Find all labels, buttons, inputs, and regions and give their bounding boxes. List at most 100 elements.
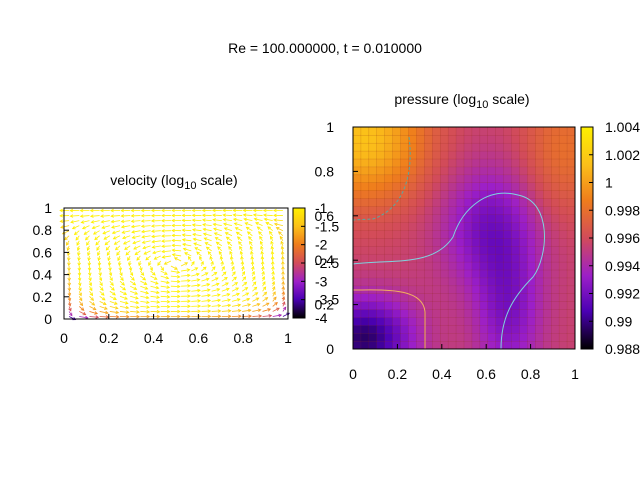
pressure-frame (352, 126, 576, 350)
pressure-cell (447, 126, 457, 136)
pressure-cell (519, 206, 528, 215)
velocity-arrow (181, 280, 191, 282)
velocity-arrow-head (128, 262, 132, 267)
pressure-cell (527, 237, 536, 247)
velocity-arrow (184, 252, 192, 257)
pressure-cell (487, 206, 497, 215)
pressure-cell (471, 237, 481, 247)
velocity-arrow-head (166, 299, 171, 304)
velocity-arrow (160, 265, 164, 271)
pressure-cell (566, 237, 576, 247)
pressure-cell (511, 174, 521, 183)
velocity-arrow-head (191, 213, 196, 218)
velocity-arrow-head (207, 298, 212, 303)
velocity-arrow-head (243, 217, 248, 222)
velocity-x-tick-label: 0 (60, 330, 68, 346)
pressure-cell (455, 301, 465, 310)
velocity-y-tick-label: 0.4 (33, 267, 53, 283)
velocity-arrow-head (227, 303, 232, 308)
velocity-arrow (70, 220, 80, 223)
pressure-cell (558, 182, 568, 191)
pressure-cell (519, 229, 528, 239)
pressure-cell (384, 134, 394, 144)
velocity-arrow-head (243, 281, 248, 286)
pressure-cell (551, 261, 560, 271)
velocity-arrow-head (225, 282, 229, 286)
velocity-arrow-head (97, 257, 101, 262)
velocity-arrow-head (94, 236, 98, 241)
pressure-cell (440, 237, 449, 247)
pressure-cell (527, 340, 536, 350)
velocity-arrow (223, 214, 233, 216)
pressure-cell (408, 325, 417, 334)
pressure-cell (479, 317, 489, 326)
pressure-cell (463, 285, 473, 295)
pressure-colorbar-tick-label: 0.992 (605, 286, 640, 302)
velocity-arrow (130, 300, 139, 304)
velocity-colorbar-tick-label: -2 (315, 237, 328, 253)
pressure-cell (384, 309, 394, 318)
pressure-cell (551, 206, 560, 215)
velocity-arrow-head (267, 226, 272, 230)
pressure-cell (503, 332, 513, 342)
velocity-arrow-head (202, 232, 207, 237)
velocity-arrow (211, 305, 221, 307)
velocity-arrow-head (261, 275, 266, 280)
velocity-arrow-head (236, 298, 241, 302)
velocity-arrow-head (216, 293, 221, 297)
pressure-cell (424, 332, 433, 342)
velocity-arrow-head (217, 309, 222, 313)
velocity-arrow (211, 272, 217, 277)
pressure-cell (527, 253, 536, 263)
pressure-cell (376, 126, 386, 136)
pressure-cell (352, 301, 362, 310)
velocity-arrow-head (156, 290, 160, 295)
pressure-cell (535, 126, 544, 136)
pressure-cell (558, 190, 568, 199)
velocity-arrow-head (131, 277, 135, 281)
pressure-cell (384, 126, 394, 136)
velocity-arrow-head (83, 231, 88, 235)
velocity-arrow (221, 282, 229, 287)
velocity-arrow (84, 230, 90, 235)
pressure-cell (471, 277, 481, 287)
velocity-arrow-head (176, 274, 181, 279)
velocity-arrow-head (252, 213, 257, 217)
pressure-cell (543, 142, 552, 152)
pressure-y-tick-label: 0.2 (315, 297, 335, 313)
pressure-cell (455, 182, 465, 191)
pressure-cell (463, 190, 473, 199)
velocity-arrow-head (69, 214, 74, 218)
velocity-arrow (160, 270, 168, 275)
velocity-arrow-head (166, 295, 171, 299)
pressure-cell (511, 277, 521, 287)
pressure-title-tail: scale) (488, 91, 529, 107)
velocity-arrow-head (156, 295, 161, 299)
pressure-cell (368, 301, 378, 310)
pressure-cell (368, 293, 378, 302)
velocity-arrow-head (122, 235, 126, 240)
pressure-cell (432, 150, 441, 160)
velocity-colorbar-tick-label: -3.5 (315, 292, 339, 308)
pressure-cell (543, 293, 552, 302)
pressure-cell (440, 174, 449, 183)
velocity-arrow (211, 288, 220, 292)
pressure-cell (352, 190, 362, 199)
velocity-arrow (221, 310, 231, 312)
pressure-y-tick-label: 1 (326, 119, 334, 135)
pressure-cell (360, 150, 370, 160)
pressure-cell (495, 277, 505, 287)
velocity-arrow (119, 295, 128, 300)
pressure-colorbar-tick-label: 1.002 (605, 147, 640, 163)
pressure-cell (543, 332, 552, 342)
velocity-arrow-head (222, 213, 226, 217)
figure-title: Re = 100.000000, t = 0.010000 (228, 40, 422, 56)
velocity-arrow (119, 285, 126, 291)
pressure-cell (440, 150, 449, 160)
velocity-arrow-head (224, 277, 228, 281)
velocity-arrow (89, 301, 95, 306)
velocity-arrow (174, 257, 182, 262)
velocity-arrow-head (217, 303, 222, 308)
velocity-arrow-head (227, 309, 232, 313)
velocity-arrow-head (241, 271, 246, 275)
